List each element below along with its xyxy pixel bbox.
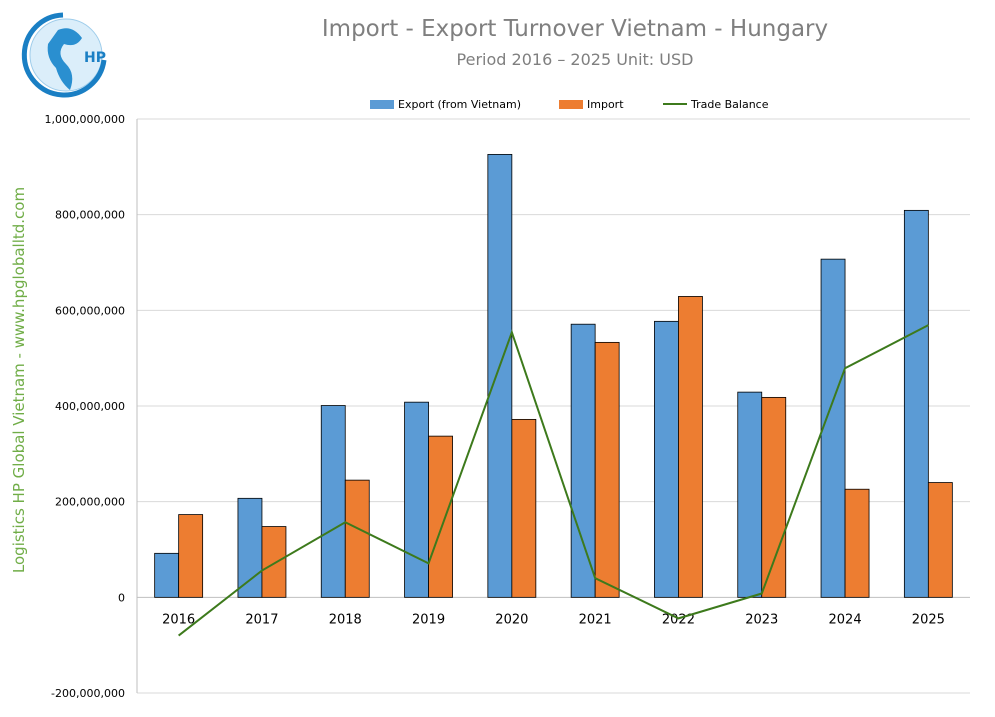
export-bar <box>820 258 846 598</box>
export-bar <box>320 405 346 598</box>
x-tick-label: 2024 <box>829 612 862 627</box>
import-bar <box>927 482 953 598</box>
trade-balance-line <box>178 324 929 637</box>
y-tick-label: -200,000,000 <box>51 687 125 700</box>
x-tick-label: 2020 <box>495 612 528 627</box>
y-tick-label: 400,000,000 <box>55 400 125 413</box>
legend-swatch <box>370 100 394 109</box>
y-tick-label: 800,000,000 <box>55 209 125 222</box>
export-bar <box>237 497 263 598</box>
import-bar <box>594 341 620 598</box>
legend-label: Export (from Vietnam) <box>398 98 521 111</box>
export-bar <box>404 401 429 598</box>
import-bar <box>428 435 453 598</box>
x-tick-label: 2025 <box>912 612 945 627</box>
import-bar <box>344 479 370 598</box>
import-bar <box>761 396 787 598</box>
import-bar <box>261 526 287 598</box>
export-bar <box>570 323 596 598</box>
export-bar <box>903 209 929 598</box>
y-tick-label: 200,000,000 <box>55 496 125 509</box>
x-tick-label: 2021 <box>579 612 612 627</box>
y-tick-label: 1,000,000,000 <box>45 113 125 126</box>
export-bar <box>487 153 513 598</box>
import-bar <box>511 418 537 598</box>
export-bar <box>154 552 180 598</box>
legend-label: Trade Balance <box>690 98 769 111</box>
chart-title: Import - Export Turnover Vietnam - Hunga… <box>321 16 829 42</box>
import-bar <box>178 514 204 598</box>
import-bar <box>678 296 703 598</box>
x-tick-label: 2023 <box>745 612 778 627</box>
chart-subtitle: Period 2016 – 2025 Unit: USD <box>456 50 694 69</box>
x-tick-label: 2016 <box>162 612 195 627</box>
y-tick-label: 0 <box>118 591 125 604</box>
x-tick-label: 2018 <box>329 612 362 627</box>
import-bar <box>844 488 870 598</box>
export-bar <box>737 391 763 598</box>
x-tick-label: 2019 <box>412 612 445 627</box>
legend-swatch <box>559 100 583 109</box>
x-tick-label: 2017 <box>245 612 278 627</box>
y-tick-label: 600,000,000 <box>55 304 125 317</box>
legend-label: Import <box>587 98 624 111</box>
export-bar <box>654 320 679 598</box>
